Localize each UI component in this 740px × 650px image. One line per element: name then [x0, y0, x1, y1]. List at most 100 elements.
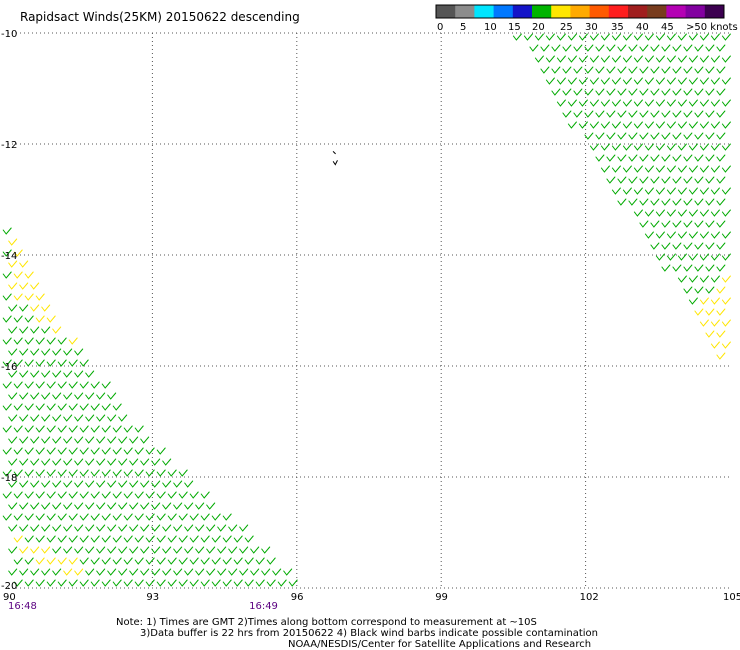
wind-barb [8, 414, 18, 422]
wind-barb [694, 66, 704, 74]
wind-barb [705, 286, 715, 294]
wind-barb [639, 220, 649, 228]
wind-barb [688, 143, 698, 151]
wind-barb [30, 546, 40, 554]
wind-barb [107, 480, 117, 488]
wind-barb [173, 546, 183, 554]
time-label: 16:49 [249, 601, 278, 612]
wind-barb [107, 458, 117, 466]
wind-barb [74, 524, 84, 532]
wind-barb [118, 524, 128, 532]
wind-barb [677, 121, 687, 129]
wind-barb [57, 557, 67, 565]
colorbar-swatch [493, 5, 514, 18]
wind-barb [584, 44, 594, 52]
wind-barb [19, 502, 29, 510]
wind-barb [716, 264, 726, 272]
wind-barb [107, 436, 117, 444]
wind-barb [145, 579, 155, 587]
wind-barb [650, 66, 660, 74]
wind-barb [633, 209, 643, 217]
wind-barb [74, 348, 84, 356]
wind-barb [705, 154, 715, 162]
wind-barb [118, 480, 128, 488]
wind-barb [595, 110, 605, 118]
wind-barb [41, 304, 51, 312]
wind-barb [85, 568, 95, 576]
wind-barb [90, 579, 100, 587]
wind-barb [134, 447, 144, 455]
wind-barb [222, 535, 232, 543]
wind-barb [584, 110, 594, 118]
wind-barb [628, 66, 638, 74]
wind-barb-field [2, 33, 731, 587]
map-gridlines [8, 32, 730, 589]
wind-barb [606, 176, 616, 184]
wind-barb [716, 308, 726, 316]
colorbar-label: 5 [460, 22, 466, 33]
wind-barb [2, 293, 12, 301]
wind-barb [233, 535, 243, 543]
wind-barb [30, 480, 40, 488]
wind-barb [24, 315, 34, 323]
wind-barb [677, 77, 687, 85]
wind-barb [562, 110, 572, 118]
wind-barb [233, 557, 243, 565]
wind-barb [710, 33, 720, 41]
wind-barb [617, 176, 627, 184]
wind-barb [206, 524, 216, 532]
wind-barb [57, 381, 67, 389]
wind-barb [288, 579, 298, 587]
wind-barb [57, 513, 67, 521]
wind-barb [8, 238, 18, 246]
wind-barb [189, 557, 199, 565]
wind-barb [716, 66, 726, 74]
wind-barb [46, 491, 56, 499]
wind-barb [611, 77, 621, 85]
wind-barb [655, 187, 665, 195]
colorbar-label: 0 [437, 22, 443, 33]
wind-barb [688, 253, 698, 261]
wind-barb [134, 535, 144, 543]
wind-barb [101, 579, 111, 587]
wind-barb [655, 99, 665, 107]
wind-barb [699, 275, 709, 283]
wind-barb [683, 176, 693, 184]
wind-barb [694, 110, 704, 118]
wind-barb [90, 513, 100, 521]
wind-barb [19, 392, 29, 400]
wind-barb [24, 271, 34, 279]
wind-barb [68, 381, 78, 389]
colorbar-label: 25 [560, 22, 573, 33]
wind-barb [644, 99, 654, 107]
wind-barb [721, 99, 731, 107]
wind-barb [661, 88, 671, 96]
wind-barb [655, 143, 665, 151]
wind-barb [2, 403, 12, 411]
colorbar-swatch [628, 5, 648, 18]
wind-barb [672, 220, 682, 228]
wind-barb [79, 359, 89, 367]
wind-barb [710, 187, 720, 195]
wind-barb [650, 88, 660, 96]
wind-barb [600, 99, 610, 107]
wind-barb [683, 264, 693, 272]
wind-barb [195, 568, 205, 576]
wind-barb [661, 220, 671, 228]
colorbar-swatch [512, 5, 533, 18]
wind-barb [523, 33, 533, 41]
wind-barb [8, 436, 18, 444]
wind-barb [68, 469, 78, 477]
wind-barb [705, 66, 715, 74]
wind-barb [63, 502, 73, 510]
wind-barb [721, 209, 731, 217]
colorbar-label: 10 [484, 22, 497, 33]
wind-barb [200, 579, 210, 587]
wind-barb [672, 44, 682, 52]
wind-barb [68, 535, 78, 543]
wind-barb [41, 458, 51, 466]
wind-barb [584, 66, 594, 74]
latitude-tick-label: -16 [1, 362, 17, 373]
wind-barb [261, 568, 271, 576]
wind-barb [611, 165, 621, 173]
